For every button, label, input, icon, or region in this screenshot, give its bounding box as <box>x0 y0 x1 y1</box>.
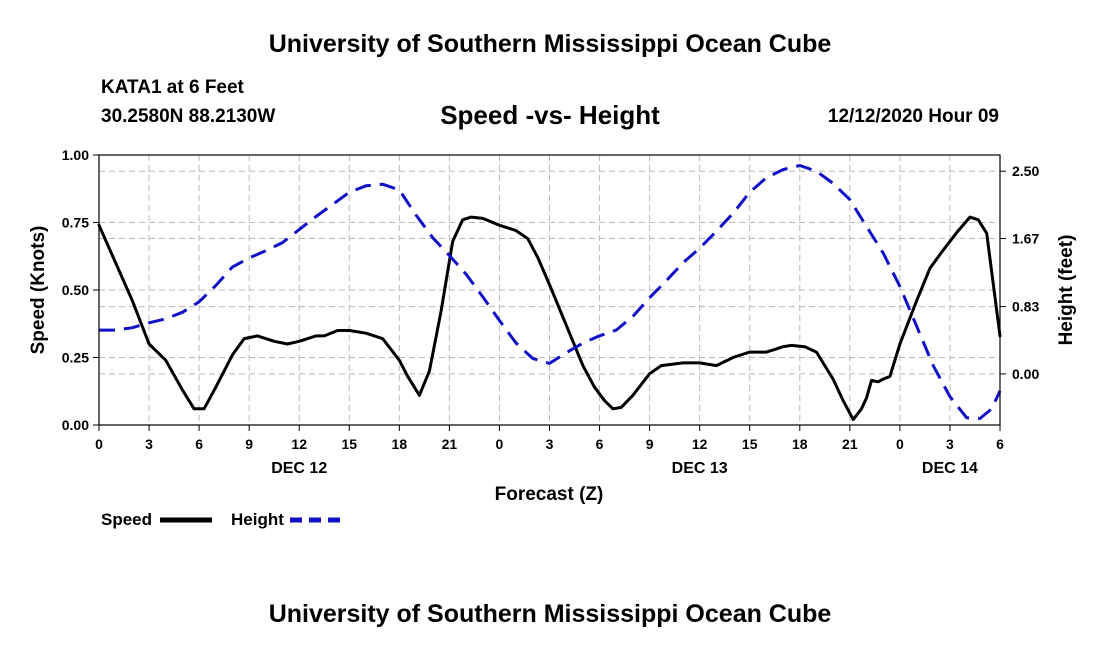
top-title: University of Southern Mississippi Ocean… <box>268 30 832 58</box>
legend: Speed Height <box>101 510 342 529</box>
x-tick-label: 12 <box>291 436 307 452</box>
right-y-tick-label: 1.67 <box>1012 231 1039 247</box>
series-layer <box>97 164 1002 422</box>
x-tick-label: 15 <box>341 436 357 452</box>
x-tick-label: 18 <box>392 436 408 452</box>
x-tick-label: 9 <box>245 436 253 452</box>
x-tick-label: 3 <box>546 436 554 452</box>
x-tick-label: 9 <box>646 436 654 452</box>
legend-label-speed: Speed <box>101 510 152 529</box>
x-axis-title: Forecast (Z) <box>495 484 604 505</box>
date-label: DEC 13 <box>672 460 728 477</box>
x-tick-label: 12 <box>692 436 708 452</box>
x-tick-label: 3 <box>946 436 954 452</box>
right-y-tick-label: 0.83 <box>1012 299 1039 315</box>
left-y-tick-label: 0.75 <box>62 215 89 231</box>
x-tick-label: 18 <box>792 436 808 452</box>
bottom-title: University of Southern Mississippi Ocean… <box>268 600 832 628</box>
left-y-tick-label: 0.00 <box>62 417 89 433</box>
x-tick-label: 0 <box>95 436 103 452</box>
x-tick-label: 21 <box>842 436 858 452</box>
right-axis-title: Height (feet) <box>1056 235 1077 346</box>
axes-layer: 0 3 6 9 12 15 18 21 0 3 6 9 12 15 18 21 0 3 6 DEC 12 DEC 13 D… <box>62 147 1040 477</box>
x-tick-label: 0 <box>496 436 504 452</box>
x-tick-label: 21 <box>442 436 458 452</box>
left-y-tick-label: 1.00 <box>62 147 89 163</box>
x-tick-label: 6 <box>195 436 203 452</box>
chart-title: Speed -vs- Height <box>440 100 660 130</box>
right-y-tick-label: 2.50 <box>1012 163 1039 179</box>
x-tick-label: 15 <box>742 436 758 452</box>
left-y-tick-label: 0.50 <box>62 282 89 298</box>
series-line-height <box>99 164 1002 420</box>
x-tick-label: 3 <box>145 436 153 452</box>
x-tick-label: 6 <box>596 436 604 452</box>
station-coordinates: 30.2580N 88.2130W <box>101 106 276 127</box>
right-y-tick-label: 0.00 <box>1012 366 1039 382</box>
x-tick-label: 0 <box>896 436 904 452</box>
left-y-tick-label: 0.25 <box>62 350 89 366</box>
forecast-run-time: 12/12/2020 Hour 09 <box>827 106 999 127</box>
grid-lines <box>99 155 1000 425</box>
date-label: DEC 14 <box>922 460 978 477</box>
series-line-speed <box>97 215 1002 422</box>
legend-label-height: Height <box>231 510 284 529</box>
x-tick-label: 6 <box>996 436 1004 452</box>
left-axis-title: Speed (Knots) <box>28 226 49 355</box>
date-label: DEC 12 <box>271 460 327 477</box>
station-label: KATA1 at 6 Feet <box>101 77 244 98</box>
